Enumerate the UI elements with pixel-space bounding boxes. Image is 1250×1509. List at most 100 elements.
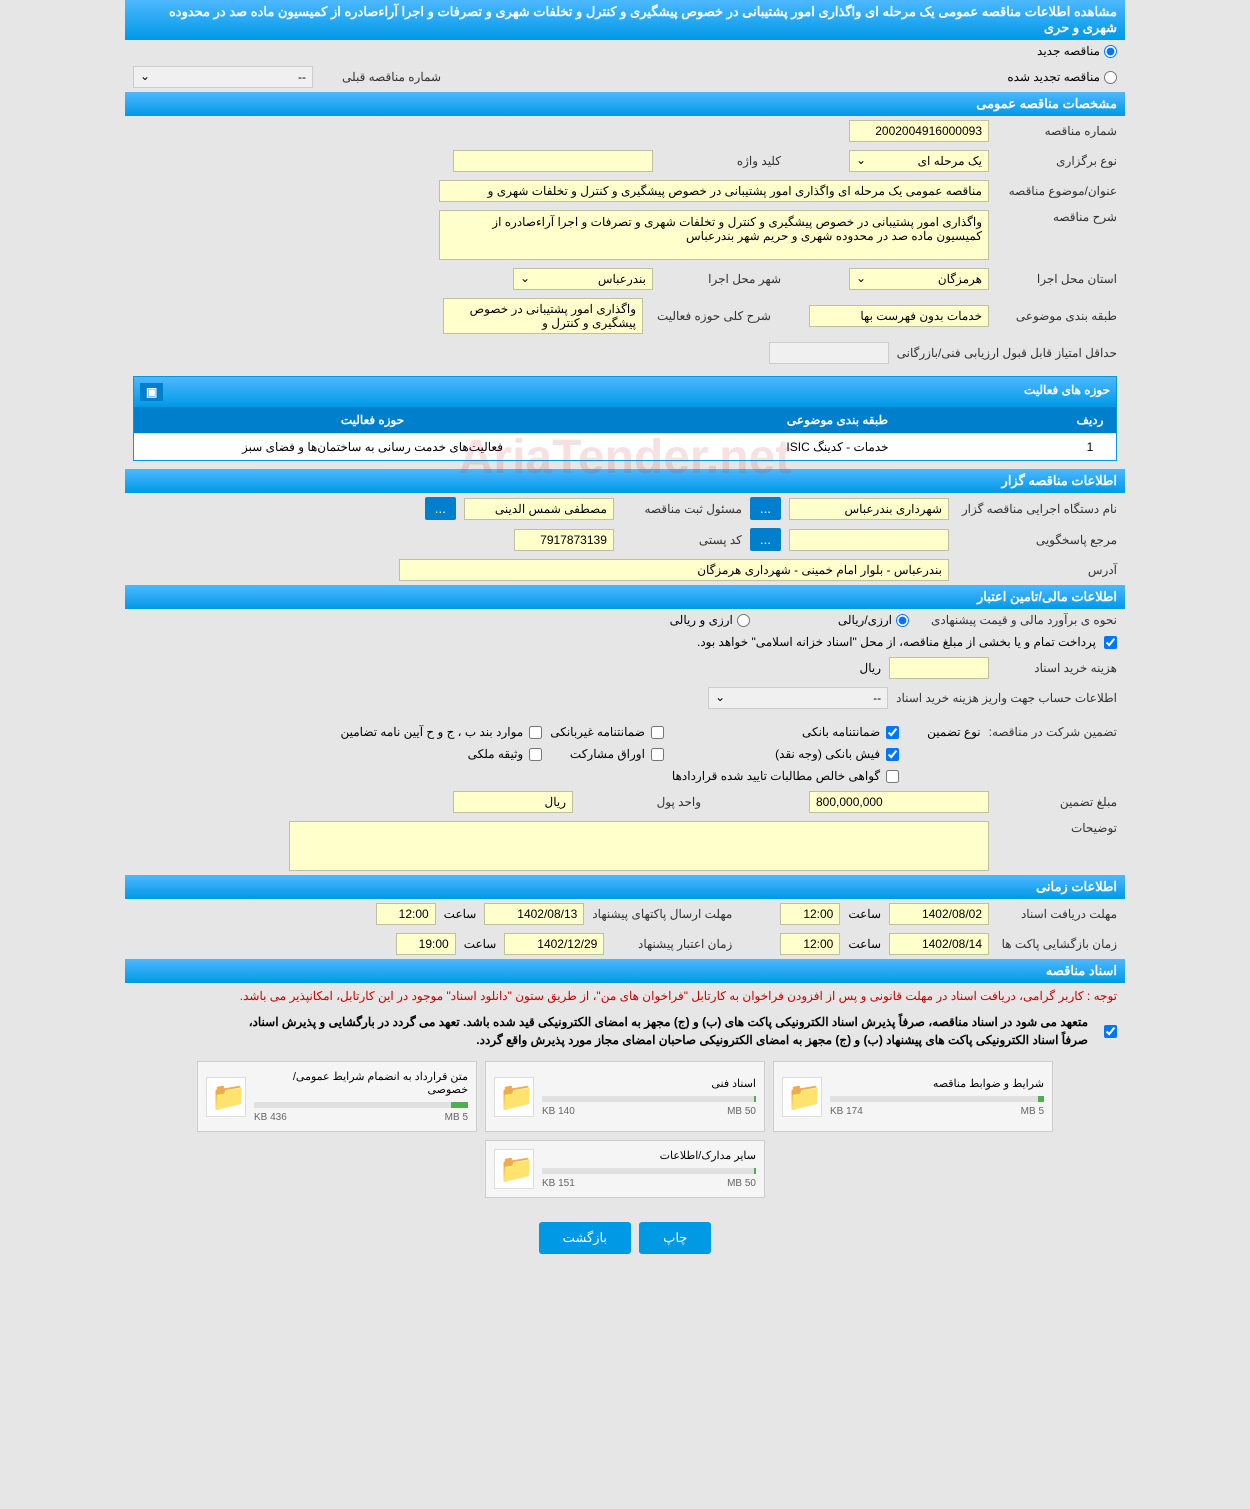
doc-card[interactable]: شرایط و ضوابط مناقصه 5 MB 174 KB	[773, 1061, 1053, 1132]
cb-participation-bonds[interactable]	[651, 748, 664, 761]
submit-deadline-date: 1402/08/13	[484, 903, 584, 925]
organizer-section-header: اطلاعات مناقصه گزار	[125, 469, 1125, 493]
cb-bank-receipt-label: فیش بانکی (وجه نقد)	[775, 747, 880, 761]
row-category: خدمات - کدینگ ISIC	[605, 440, 1070, 454]
radio-rial[interactable]	[896, 614, 909, 627]
notice-red: توجه : کاربر گرامی، دریافت اسناد در مهلت…	[125, 983, 1125, 1009]
page-title: مشاهده اطلاعات مناقصه عمومی یک مرحله ای …	[125, 0, 1125, 40]
table-collapse-icon[interactable]: ▣	[140, 383, 163, 401]
doc-card[interactable]: اسناد فنی 50 MB140 KB	[485, 1061, 765, 1132]
opening-date: 1402/08/14	[889, 933, 989, 955]
doc-title: متن قرارداد به انضمام شرایط عمومی/خصوصی	[254, 1070, 468, 1096]
category-label: طبقه بندی موضوعی	[997, 309, 1117, 323]
min-score-label: حداقل امتیاز قابل قبول ارزیابی فنی/بازرگ…	[897, 346, 1117, 360]
time-label-3: ساعت	[848, 937, 881, 951]
doc-title: اسناد فنی	[542, 1077, 756, 1090]
payment-checkbox[interactable]	[1104, 636, 1117, 649]
commitment-checkbox[interactable]	[1104, 1025, 1117, 1038]
contact-field[interactable]	[789, 529, 949, 551]
doc-used: 174 KB	[830, 1106, 863, 1117]
cb-regulation-cases-label: موارد بند ب ، ج و ح آیین نامه تضامین	[341, 725, 524, 739]
timing-section-header: اطلاعات زمانی	[125, 875, 1125, 899]
cb-bank-guarantee[interactable]	[886, 726, 899, 739]
col-activity-header: حوزه فعالیت	[140, 413, 605, 427]
holding-type-dropdown[interactable]: یک مرحله ای	[849, 150, 989, 172]
cb-participation-bonds-label: اوراق مشارکت	[570, 747, 645, 761]
folder-icon	[494, 1149, 534, 1189]
doc-card[interactable]: سایر مدارک/اطلاعات 50 MB151 KB	[485, 1140, 765, 1198]
submit-deadline-label: مهلت ارسال پاکتهای پیشنهاد	[592, 907, 732, 921]
validity-label: زمان اعتبار پیشنهاد	[612, 937, 732, 951]
documents-grid: شرایط و ضوابط مناقصه 5 MB 174 KB اسناد فن…	[125, 1053, 1125, 1206]
radio-renewed-tender[interactable]	[1104, 71, 1117, 84]
doc-cost-label: هزینه خرید اسناد	[997, 661, 1117, 675]
currency-unit-field: ریال	[453, 791, 573, 813]
org-label: نام دستگاه اجرایی مناقصه گزار	[957, 502, 1117, 516]
doc-cost-field[interactable]	[889, 657, 989, 679]
doc-total: 50 MB	[727, 1178, 756, 1189]
opening-label: زمان بازگشایی پاکت ها	[997, 937, 1117, 951]
radio-foreign[interactable]	[737, 614, 750, 627]
opening-time: 12:00	[780, 933, 840, 955]
activity-scope-label: شرح کلی حوزه فعالیت	[651, 309, 771, 323]
financial-section-header: اطلاعات مالی/تامین اعتبار	[125, 585, 1125, 609]
cb-bank-receipt[interactable]	[886, 748, 899, 761]
cb-contract-cert-label: گواهی خالص مطالبات تایید شده قراردادها	[672, 769, 880, 783]
address-label: آدرس	[957, 563, 1117, 577]
doc-total: 5 MB	[1021, 1106, 1044, 1117]
cb-bank-guarantee-label: ضمانتنامه بانکی	[802, 725, 880, 739]
folder-icon	[206, 1077, 246, 1117]
category-field[interactable]: خدمات بدون فهرست بها	[809, 305, 989, 327]
cb-regulation-cases[interactable]	[529, 726, 542, 739]
documents-section-header: اسناد مناقصه	[125, 959, 1125, 983]
city-dropdown[interactable]: بندرعباس	[513, 268, 653, 290]
subject-label: عنوان/موضوع مناقصه	[997, 184, 1117, 198]
province-dropdown[interactable]: هرمزگان	[849, 268, 989, 290]
activity-scope-field[interactable]: واگذاری امور پشتیبانی در خصوص پیشگیری و …	[443, 298, 643, 334]
cb-property-deed[interactable]	[529, 748, 542, 761]
time-label-2: ساعت	[444, 907, 477, 921]
responsible-label: مسئول ثبت مناقصه	[622, 502, 742, 516]
keyword-label: کلید واژه	[661, 154, 781, 168]
guarantee-amount-field[interactable]: 800,000,000	[809, 791, 989, 813]
contact-lookup-button[interactable]: ...	[750, 528, 781, 551]
doc-title: سایر مدارک/اطلاعات	[542, 1149, 756, 1162]
radio-new-tender[interactable]	[1104, 45, 1117, 58]
keyword-field[interactable]	[453, 150, 653, 172]
doc-title: شرایط و ضوابط مناقصه	[830, 1077, 1044, 1090]
min-score-field[interactable]	[769, 342, 889, 364]
cb-nonbank-guarantee[interactable]	[651, 726, 664, 739]
subject-field[interactable]: مناقصه عمومی یک مرحله ای واگذاری امور پش…	[439, 180, 989, 202]
activity-table: حوزه های فعالیت ▣ ردیف طبقه بندی موضوعی …	[133, 376, 1117, 461]
contact-label: مرجع پاسخگویی	[957, 533, 1117, 547]
postal-field: 7917873139	[514, 529, 614, 551]
address-field[interactable]: بندرعباس - بلوار امام خمینی - شهرداری هر…	[399, 559, 949, 581]
radio-renewed-label: مناقصه تجدید شده	[1007, 70, 1100, 84]
tender-number-value: 2002004916000093	[849, 120, 989, 142]
doc-deadline-label: مهلت دریافت اسناد	[997, 907, 1117, 921]
doc-deadline-time: 12:00	[780, 903, 840, 925]
responsible-lookup-button[interactable]: ...	[425, 497, 456, 520]
holding-type-label: نوع برگزاری	[997, 154, 1117, 168]
col-category-header: طبقه بندی موضوعی	[605, 413, 1070, 427]
doc-total: 5 MB	[445, 1112, 468, 1123]
org-lookup-button[interactable]: ...	[750, 497, 781, 520]
account-dropdown[interactable]: --	[708, 687, 888, 709]
back-button[interactable]: بازگشت	[539, 1222, 631, 1254]
doc-used: 140 KB	[542, 1106, 575, 1117]
print-button[interactable]: چاپ	[639, 1222, 711, 1254]
notes-field[interactable]	[289, 821, 989, 871]
responsible-field: مصطفی شمس الدینی	[464, 498, 614, 520]
general-section-header: مشخصات مناقصه عمومی	[125, 92, 1125, 116]
radio-foreign-label: ارزی و ریالی	[670, 613, 733, 627]
description-label: شرح مناقصه	[997, 210, 1117, 224]
description-field[interactable]: واگذاری امور پشتیبانی در خصوص پیشگیری و …	[439, 210, 989, 260]
prev-number-dropdown[interactable]: --	[133, 66, 313, 88]
radio-rial-label: ارزی/ریالی	[838, 613, 892, 627]
time-label-1: ساعت	[848, 907, 881, 921]
validity-time: 19:00	[396, 933, 456, 955]
cb-contract-cert[interactable]	[886, 770, 899, 783]
notice-1: متعهد می شود در اسناد مناقصه، صرفاً پذیر…	[241, 1013, 1096, 1031]
radio-new-label: مناقصه جدید	[1037, 44, 1100, 58]
doc-card[interactable]: متن قرارداد به انضمام شرایط عمومی/خصوصی …	[197, 1061, 477, 1132]
